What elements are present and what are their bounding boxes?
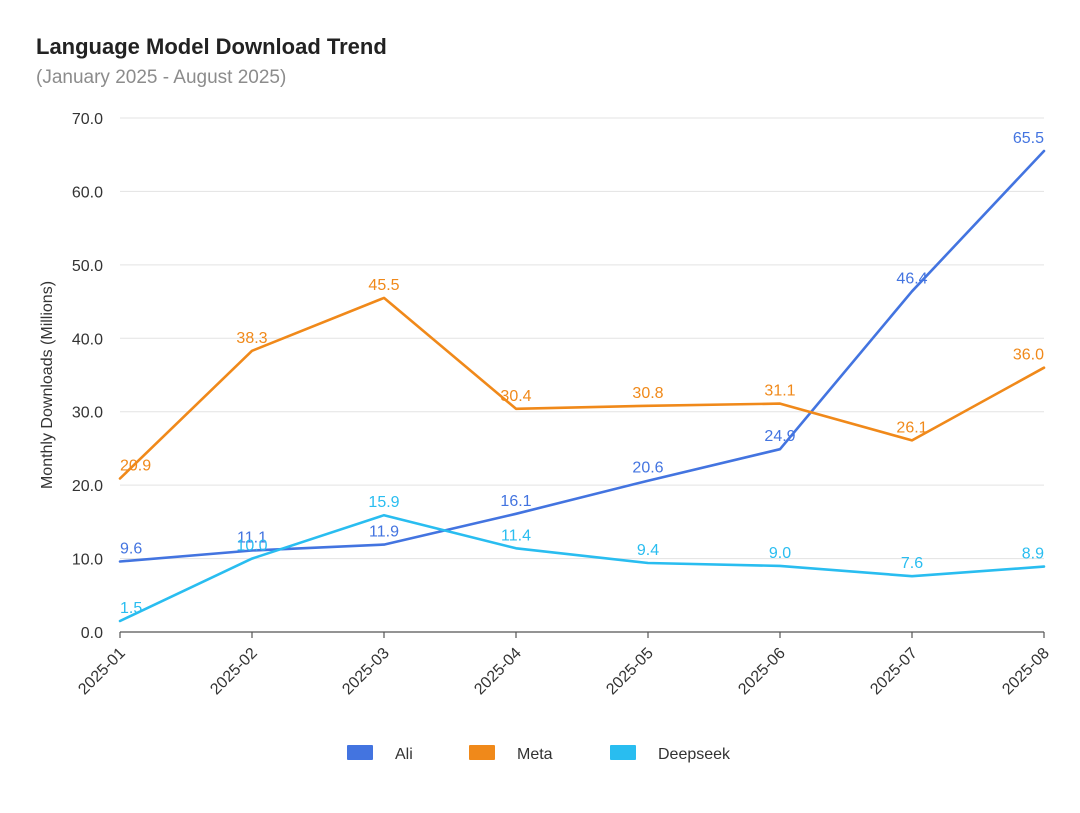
data-label: 9.0 xyxy=(769,545,791,562)
legend-swatch-ali xyxy=(347,745,373,760)
data-label: 46.4 xyxy=(896,270,927,287)
y-tick-label: 40.0 xyxy=(72,331,103,348)
data-label: 45.5 xyxy=(368,277,399,294)
data-label: 30.8 xyxy=(632,385,663,402)
legend-label-ali: Ali xyxy=(395,746,413,763)
data-label: 24.9 xyxy=(764,428,795,445)
data-label: 11.4 xyxy=(501,527,531,544)
y-tick-label: 30.0 xyxy=(72,405,103,422)
legend-swatch-meta xyxy=(469,745,495,760)
data-label: 9.6 xyxy=(120,541,142,558)
y-tick-label: 60.0 xyxy=(72,184,103,201)
data-label: 1.5 xyxy=(120,600,142,617)
data-label: 20.9 xyxy=(120,458,151,475)
x-tick-label: 2025-07 xyxy=(867,645,921,699)
data-label: 20.6 xyxy=(632,460,663,477)
y-tick-label: 70.0 xyxy=(72,111,103,128)
x-tick-label: 2025-02 xyxy=(207,645,261,699)
legend-swatch-deepseek xyxy=(610,745,636,760)
series-line-meta xyxy=(118,296,1046,480)
x-tick-label: 2025-08 xyxy=(999,645,1053,699)
data-label: 7.6 xyxy=(901,555,923,572)
legend: Ali Meta Deepseek xyxy=(347,745,731,763)
legend-label-meta: Meta xyxy=(517,746,553,763)
data-label: 9.4 xyxy=(637,542,659,559)
y-tick-label: 10.0 xyxy=(72,552,103,569)
series-layer xyxy=(118,149,1046,623)
data-label: 15.9 xyxy=(368,494,399,511)
data-label: 8.9 xyxy=(1022,546,1044,563)
data-label: 11.1 xyxy=(237,529,267,546)
data-label: 30.4 xyxy=(500,388,531,405)
y-axis-title: Monthly Downloads (Millions) xyxy=(39,281,56,489)
x-tick-label: 2025-01 xyxy=(75,645,129,699)
legend-label-deepseek: Deepseek xyxy=(658,746,731,763)
data-label: 31.1 xyxy=(764,383,795,400)
data-label: 38.3 xyxy=(236,330,267,347)
x-tick-label: 2025-03 xyxy=(339,645,393,699)
data-label: 11.9 xyxy=(369,524,399,541)
axis-layer: 0.0 10.0 20.0 30.0 40.0 50.0 60.0 70.0 2025-01 20… xyxy=(39,111,1053,698)
x-tick-label: 2025-06 xyxy=(735,645,789,699)
y-tick-label: 20.0 xyxy=(72,478,103,495)
series-line-deepseek xyxy=(118,513,1046,623)
data-label: 10.0 xyxy=(236,538,267,555)
x-tick-label: 2025-05 xyxy=(603,645,657,699)
y-tick-label: 50.0 xyxy=(72,258,103,275)
chart-title: Language Model Download Trend xyxy=(36,34,387,59)
data-label: 16.1 xyxy=(500,493,531,510)
label-layer: 9.6 11.1 11.9 16.1 20.6 24.9 46.4 65.5 20.9 38.3 4… xyxy=(120,130,1044,617)
y-tick-label: 0.0 xyxy=(81,625,103,642)
x-tick-label: 2025-04 xyxy=(471,645,525,699)
chart-subtitle: (January 2025 - August 2025) xyxy=(36,67,287,88)
grid-layer xyxy=(120,117,1044,560)
series-line-ali xyxy=(118,149,1046,563)
data-label: 65.5 xyxy=(1013,130,1044,147)
data-label: 26.1 xyxy=(896,419,927,436)
data-label: 36.0 xyxy=(1013,347,1044,364)
